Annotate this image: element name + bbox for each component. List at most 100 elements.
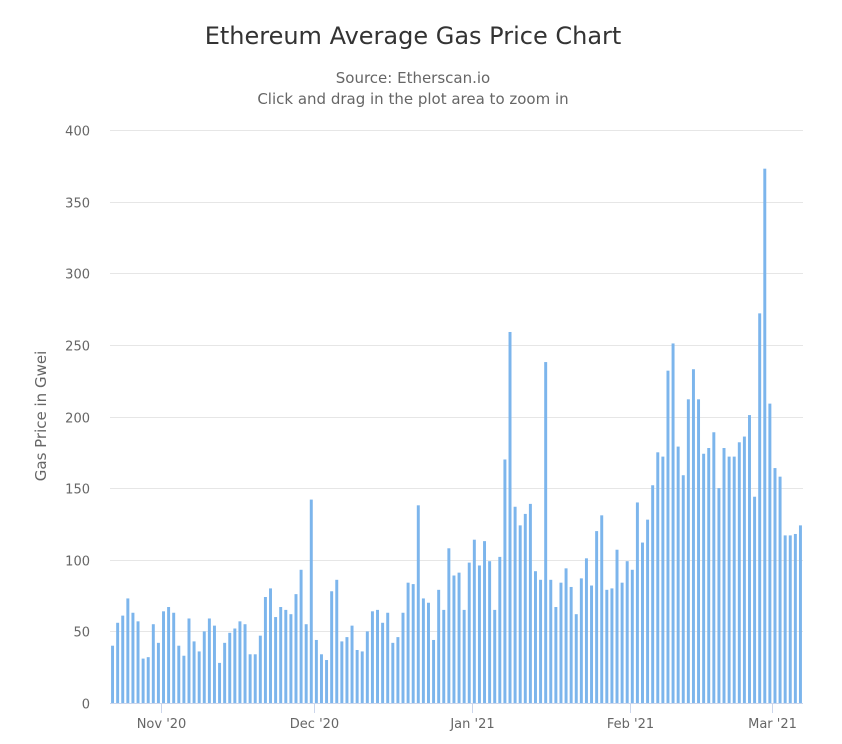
bar[interactable] bbox=[518, 525, 522, 703]
bar[interactable] bbox=[493, 609, 497, 703]
bar[interactable] bbox=[289, 614, 293, 703]
bar[interactable] bbox=[467, 562, 471, 703]
bar[interactable] bbox=[314, 639, 318, 703]
bar[interactable] bbox=[793, 533, 797, 703]
bar[interactable] bbox=[595, 531, 599, 703]
bar[interactable] bbox=[406, 582, 410, 703]
bar[interactable] bbox=[610, 588, 614, 703]
bar[interactable] bbox=[615, 549, 619, 703]
bar[interactable] bbox=[370, 611, 374, 703]
bar[interactable] bbox=[773, 468, 777, 703]
bar[interactable] bbox=[376, 609, 379, 703]
bar[interactable] bbox=[748, 415, 751, 703]
bar[interactable] bbox=[335, 579, 339, 703]
bar[interactable] bbox=[365, 631, 369, 704]
bar[interactable] bbox=[355, 650, 359, 703]
bar[interactable] bbox=[284, 609, 288, 703]
bar[interactable] bbox=[742, 436, 746, 703]
bar[interactable] bbox=[783, 535, 787, 703]
bar[interactable] bbox=[544, 362, 548, 703]
bar[interactable] bbox=[162, 611, 165, 703]
bar[interactable] bbox=[172, 612, 176, 703]
bar[interactable] bbox=[325, 660, 329, 703]
bar[interactable] bbox=[274, 617, 278, 703]
bar[interactable] bbox=[569, 586, 573, 703]
bar[interactable] bbox=[528, 503, 532, 703]
bar[interactable] bbox=[483, 541, 487, 703]
bar[interactable] bbox=[381, 622, 385, 703]
bar[interactable] bbox=[228, 632, 232, 703]
bar[interactable] bbox=[294, 594, 298, 703]
bar[interactable] bbox=[350, 625, 354, 703]
bar[interactable] bbox=[763, 168, 767, 703]
bar[interactable] bbox=[554, 607, 558, 703]
bar[interactable] bbox=[452, 575, 456, 703]
bar[interactable] bbox=[421, 598, 425, 703]
bar[interactable] bbox=[233, 628, 237, 703]
bar[interactable] bbox=[508, 331, 512, 703]
bar[interactable] bbox=[671, 343, 675, 703]
bar[interactable] bbox=[248, 654, 252, 703]
bar[interactable] bbox=[151, 624, 155, 703]
bar[interactable] bbox=[136, 621, 140, 703]
bar[interactable] bbox=[416, 505, 420, 703]
bar[interactable] bbox=[477, 565, 481, 703]
bar[interactable] bbox=[340, 641, 344, 703]
bar[interactable] bbox=[447, 548, 451, 703]
bar[interactable] bbox=[574, 614, 578, 703]
bar[interactable] bbox=[243, 624, 247, 703]
bar[interactable] bbox=[131, 612, 135, 703]
bar[interactable] bbox=[768, 403, 772, 703]
bar[interactable] bbox=[223, 642, 227, 703]
bar[interactable] bbox=[590, 585, 594, 703]
bar[interactable] bbox=[238, 621, 242, 703]
bar[interactable] bbox=[391, 642, 395, 703]
bar[interactable] bbox=[697, 399, 701, 703]
bar[interactable] bbox=[523, 513, 527, 703]
bar[interactable] bbox=[432, 639, 436, 703]
bar[interactable] bbox=[197, 651, 201, 703]
bar[interactable] bbox=[661, 456, 665, 703]
bar[interactable] bbox=[319, 654, 323, 703]
bar[interactable] bbox=[488, 561, 492, 703]
bar[interactable] bbox=[401, 612, 405, 703]
bar[interactable] bbox=[141, 658, 145, 703]
bar[interactable] bbox=[462, 609, 466, 703]
bar[interactable] bbox=[207, 618, 211, 703]
bar[interactable] bbox=[630, 569, 634, 703]
bar[interactable] bbox=[641, 542, 644, 703]
bar[interactable] bbox=[345, 637, 349, 703]
bar[interactable] bbox=[218, 662, 222, 703]
bar[interactable] bbox=[299, 569, 303, 703]
bar[interactable] bbox=[778, 476, 782, 703]
bar[interactable] bbox=[253, 654, 257, 703]
bar[interactable] bbox=[258, 635, 262, 703]
bar[interactable] bbox=[686, 399, 690, 703]
bar[interactable] bbox=[717, 488, 721, 704]
bar[interactable] bbox=[737, 442, 741, 703]
bar[interactable] bbox=[457, 572, 461, 703]
bar[interactable] bbox=[386, 612, 390, 703]
bar[interactable] bbox=[651, 485, 655, 703]
bar[interactable] bbox=[676, 446, 680, 703]
bar[interactable] bbox=[625, 561, 629, 703]
bar[interactable] bbox=[498, 556, 502, 703]
bar[interactable] bbox=[427, 602, 430, 703]
bar[interactable] bbox=[472, 539, 476, 703]
bar[interactable] bbox=[116, 622, 120, 703]
bar[interactable] bbox=[360, 651, 364, 703]
bar[interactable] bbox=[564, 568, 568, 703]
bar[interactable] bbox=[182, 655, 186, 703]
bar[interactable] bbox=[503, 459, 507, 703]
bar[interactable] bbox=[121, 615, 125, 703]
bar[interactable] bbox=[437, 589, 441, 703]
bar[interactable] bbox=[263, 597, 267, 703]
bar[interactable] bbox=[202, 631, 206, 704]
bar[interactable] bbox=[513, 506, 517, 703]
bar[interactable] bbox=[732, 456, 736, 703]
bar[interactable] bbox=[396, 637, 400, 703]
bar[interactable] bbox=[111, 645, 115, 703]
bar[interactable] bbox=[442, 609, 446, 703]
bar[interactable] bbox=[146, 657, 150, 703]
